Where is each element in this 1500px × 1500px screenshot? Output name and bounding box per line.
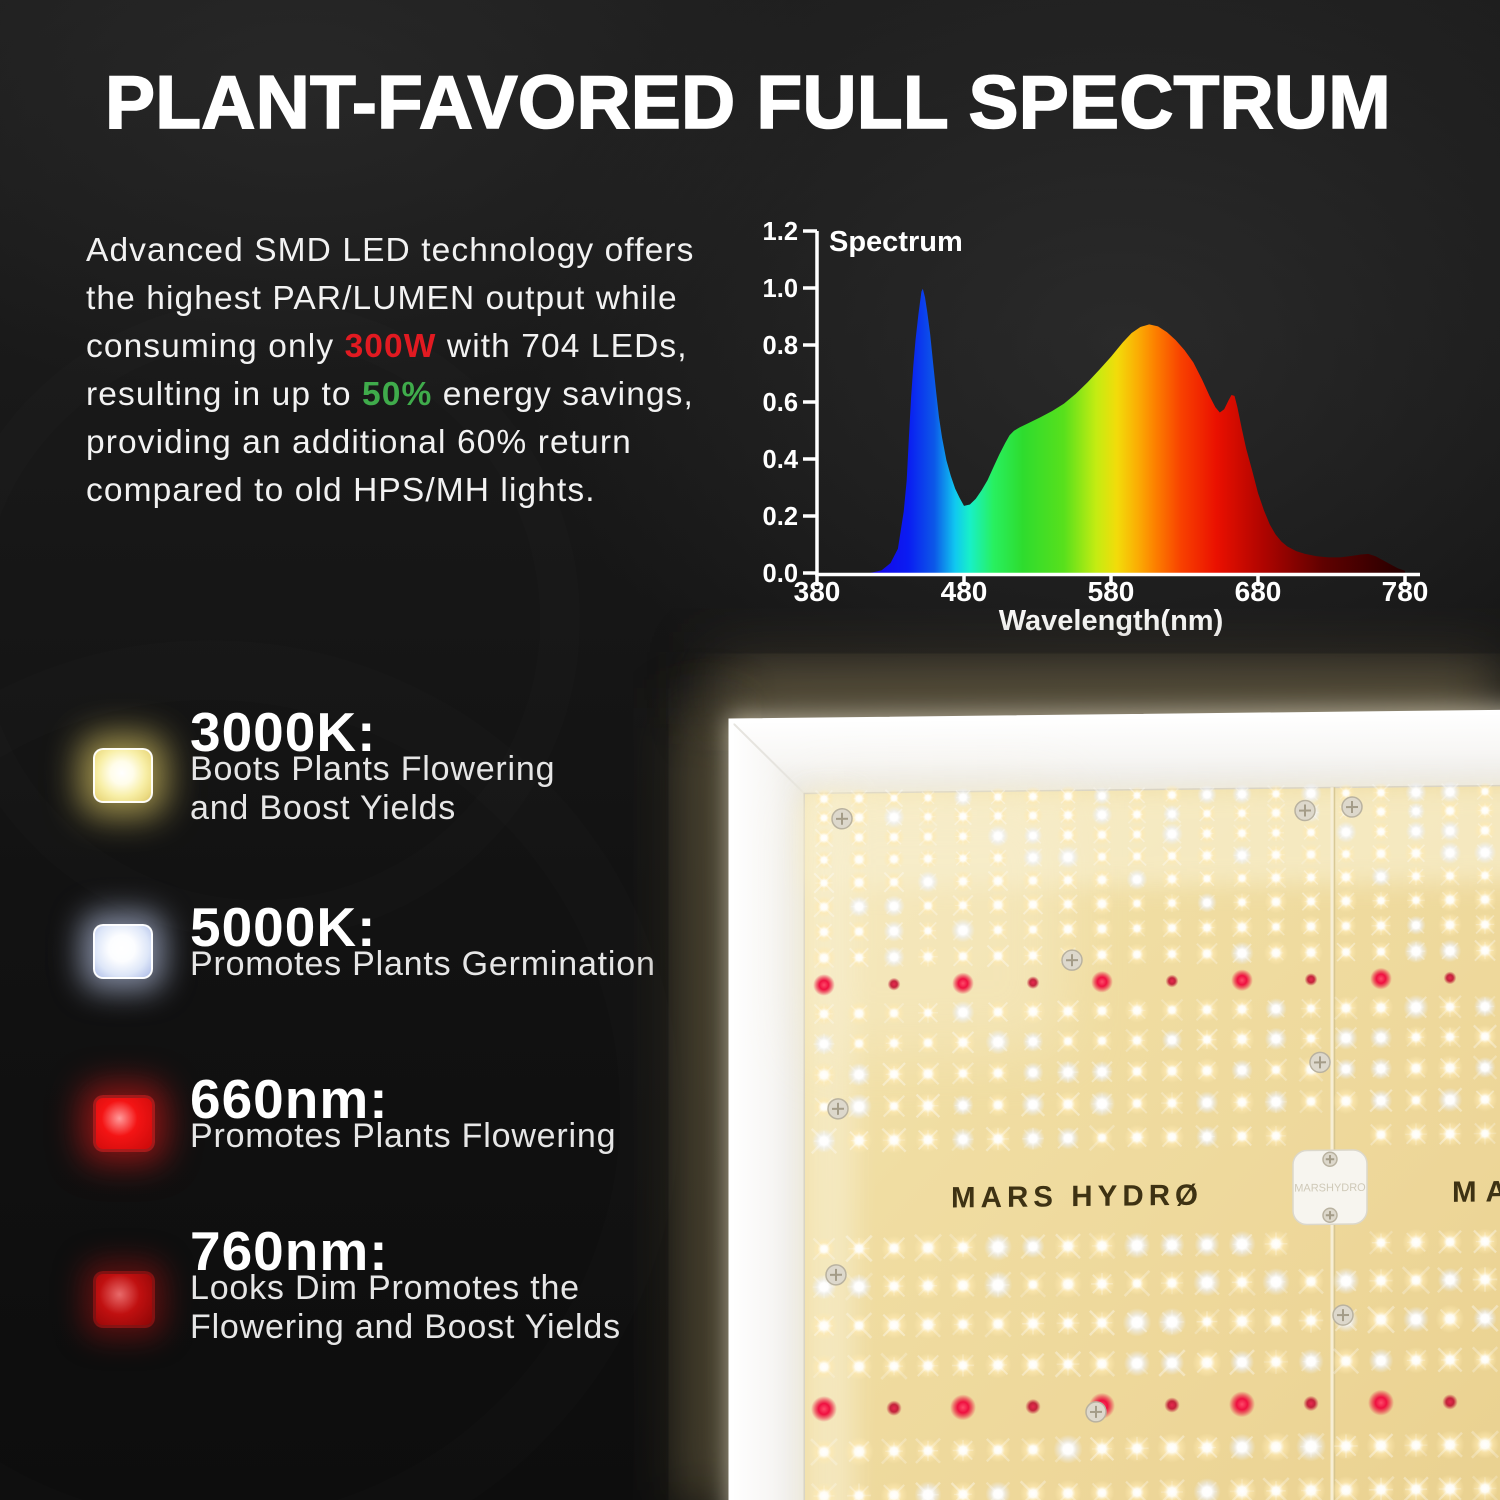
svg-text:1.2: 1.2: [763, 218, 798, 246]
svg-text:0.6: 0.6: [763, 389, 798, 417]
svg-text:MARSHYDRO: MARSHYDRO: [1294, 1182, 1366, 1195]
svg-text:MARS HYDRØ: MARS HYDRØ: [951, 1179, 1207, 1215]
svg-text:0.4: 0.4: [763, 446, 799, 474]
svg-text:0.8: 0.8: [763, 332, 798, 360]
svg-text:780: 780: [1382, 576, 1429, 607]
svg-text:680: 680: [1235, 576, 1282, 607]
svg-text:580: 580: [1088, 576, 1135, 607]
svg-text:0.2: 0.2: [763, 503, 798, 531]
svg-text:0.0: 0.0: [763, 560, 798, 588]
svg-text:Spectrum: Spectrum: [829, 226, 963, 258]
svg-text:1.0: 1.0: [763, 275, 798, 303]
svg-text:380: 380: [794, 576, 841, 607]
svg-text:480: 480: [941, 576, 988, 607]
svg-text:MARS: MARS: [1452, 1174, 1500, 1208]
svg-text:Wavelength(nm): Wavelength(nm): [999, 605, 1223, 637]
